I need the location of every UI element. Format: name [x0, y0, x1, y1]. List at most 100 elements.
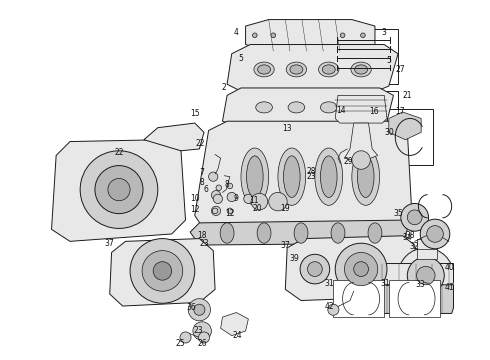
Circle shape [153, 262, 172, 280]
Circle shape [80, 151, 158, 229]
Circle shape [213, 194, 222, 203]
Ellipse shape [351, 62, 371, 77]
Ellipse shape [320, 156, 337, 198]
Text: 5: 5 [239, 54, 244, 63]
Text: 23: 23 [306, 172, 316, 181]
Circle shape [269, 192, 287, 211]
Text: 37: 37 [105, 239, 115, 248]
Circle shape [130, 239, 195, 303]
Circle shape [227, 192, 236, 202]
Polygon shape [195, 121, 412, 229]
Text: 14: 14 [336, 105, 345, 114]
Circle shape [340, 33, 345, 37]
Ellipse shape [320, 102, 337, 113]
Circle shape [252, 33, 257, 37]
Ellipse shape [315, 148, 343, 205]
Bar [333, 280, 384, 317]
Text: 23: 23 [199, 239, 209, 248]
Ellipse shape [288, 102, 305, 113]
Circle shape [354, 262, 368, 276]
Bar [329, 29, 398, 84]
Circle shape [216, 185, 221, 190]
Polygon shape [354, 285, 454, 314]
Text: 15: 15 [190, 109, 199, 118]
Polygon shape [344, 123, 378, 162]
Circle shape [398, 248, 454, 303]
Circle shape [227, 208, 233, 213]
Text: 28: 28 [306, 167, 316, 176]
Circle shape [227, 183, 233, 189]
Text: 30: 30 [384, 128, 393, 137]
Circle shape [335, 243, 387, 295]
Circle shape [361, 33, 365, 37]
Circle shape [211, 206, 220, 216]
Text: 42: 42 [325, 302, 335, 311]
Text: 23: 23 [194, 325, 203, 334]
Polygon shape [389, 112, 421, 140]
Circle shape [407, 257, 444, 294]
Text: 34: 34 [402, 233, 412, 242]
Text: 9: 9 [234, 194, 239, 203]
Text: 39: 39 [290, 255, 299, 264]
Text: 35: 35 [393, 209, 403, 218]
Ellipse shape [256, 102, 272, 113]
Text: 40: 40 [445, 263, 455, 272]
Text: 33: 33 [416, 280, 425, 289]
Circle shape [198, 332, 210, 343]
Circle shape [427, 226, 443, 242]
Polygon shape [285, 236, 418, 301]
Circle shape [308, 262, 322, 276]
Polygon shape [335, 95, 387, 123]
Circle shape [401, 203, 429, 231]
Bar [389, 280, 440, 317]
Text: 8: 8 [200, 178, 204, 187]
Circle shape [209, 172, 218, 181]
Ellipse shape [318, 62, 339, 77]
Polygon shape [227, 45, 398, 94]
Text: 12: 12 [190, 204, 199, 213]
Ellipse shape [241, 148, 269, 205]
Text: 5: 5 [387, 56, 391, 65]
Text: 26: 26 [197, 338, 207, 347]
Ellipse shape [331, 223, 345, 243]
Ellipse shape [246, 156, 263, 198]
Circle shape [344, 252, 378, 286]
Text: 21: 21 [403, 91, 412, 100]
Ellipse shape [322, 65, 335, 74]
Text: 29: 29 [343, 157, 353, 166]
Circle shape [212, 208, 218, 213]
Text: 25: 25 [175, 338, 185, 347]
Polygon shape [190, 220, 407, 245]
Circle shape [95, 166, 143, 213]
Circle shape [244, 194, 253, 203]
Ellipse shape [284, 156, 300, 198]
Ellipse shape [352, 148, 380, 205]
Text: 22: 22 [114, 148, 124, 157]
Text: 22: 22 [196, 139, 205, 148]
Circle shape [407, 210, 422, 225]
Text: 41: 41 [445, 283, 455, 292]
Text: 38: 38 [405, 231, 415, 240]
Polygon shape [245, 19, 375, 51]
Bar [416, 239, 437, 259]
Circle shape [251, 193, 268, 210]
Text: 24: 24 [232, 331, 242, 340]
Text: 27: 27 [395, 65, 405, 74]
Circle shape [352, 151, 370, 169]
Text: 4: 4 [234, 28, 239, 37]
Text: 32: 32 [410, 242, 419, 251]
Text: 11: 11 [249, 196, 259, 205]
Polygon shape [356, 264, 454, 288]
Circle shape [193, 322, 211, 340]
Text: 10: 10 [190, 194, 199, 203]
Circle shape [108, 179, 130, 201]
Polygon shape [222, 88, 393, 128]
Circle shape [188, 299, 211, 321]
Text: 12: 12 [225, 209, 235, 218]
Circle shape [142, 251, 183, 291]
Circle shape [328, 304, 339, 315]
Bar [387, 109, 433, 165]
Text: 17: 17 [395, 108, 405, 117]
Text: 31: 31 [324, 279, 334, 288]
Circle shape [271, 33, 275, 37]
